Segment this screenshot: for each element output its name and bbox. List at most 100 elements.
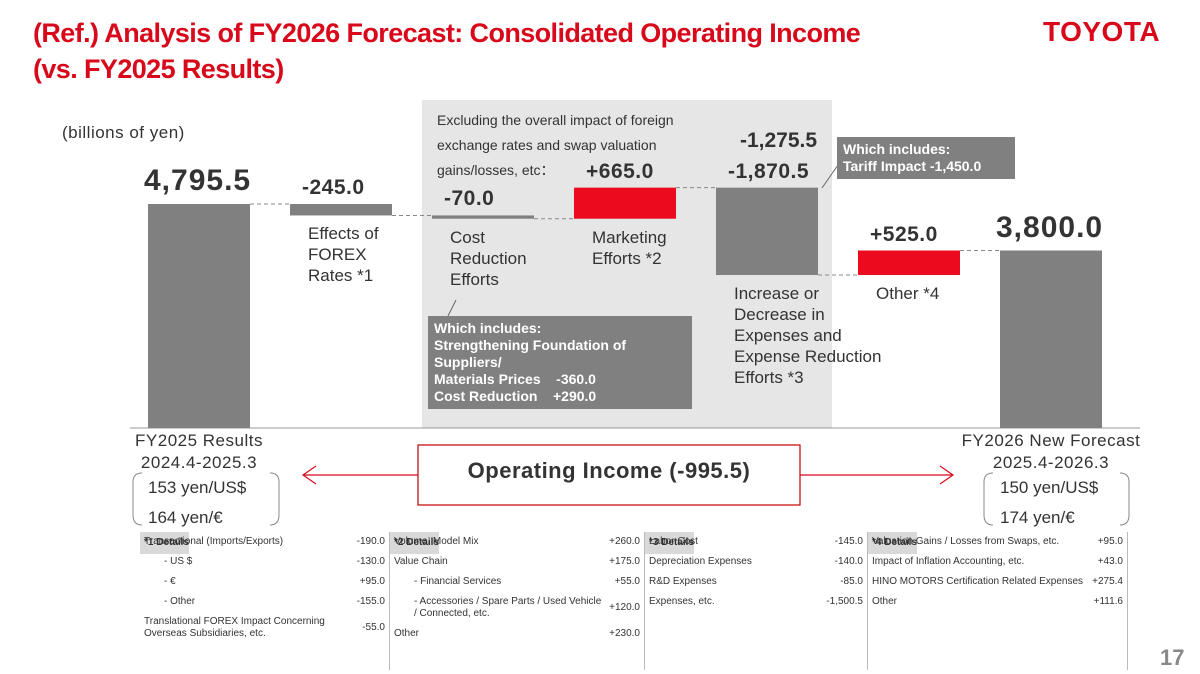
- title: (vs. FY2025 Results): [33, 54, 284, 84]
- rate: 150 yen/US$: [1000, 478, 1099, 497]
- value-label: 3,800.0: [996, 210, 1104, 244]
- details-row: Value Chain +175.0: [390, 552, 644, 572]
- details-value: -130.0: [356, 556, 385, 567]
- details-value: +95.0: [359, 576, 385, 587]
- value-label: +665.0: [586, 159, 654, 183]
- details-label: Translational FOREX Impact Concerning Ov…: [144, 616, 325, 639]
- details-value: +55.0: [614, 576, 640, 587]
- category-label: Effects of FOREX Rates *1: [308, 224, 379, 286]
- details-label: Other: [872, 596, 898, 607]
- details-label: - Financial Services: [414, 576, 502, 587]
- details-value: +175.0: [609, 556, 640, 567]
- details-value: -1,500.5: [826, 596, 863, 607]
- details-value: -140.0: [834, 556, 863, 567]
- details-label: - US $: [164, 556, 193, 567]
- details-value: +230.0: [609, 628, 640, 639]
- details-value: +260.0: [609, 536, 640, 547]
- details-label: - Accessories / Spare Parts / Used Vehic…: [414, 596, 602, 619]
- details-label: Depreciation Expenses: [649, 556, 752, 567]
- value-label: +525.0: [870, 222, 938, 246]
- details-row: - Accessories / Spare Parts / Used Vehic…: [390, 592, 644, 624]
- details-value: +111.6: [1093, 596, 1123, 607]
- callout-text: Materials Prices -360.0: [434, 371, 596, 387]
- details-label: Impact of Inflation Accounting, etc.: [872, 556, 1025, 567]
- callout-text: Strengthening Foundation of Suppliers/: [434, 337, 630, 370]
- details-label: HINO MOTORS Certification Related Expens…: [872, 576, 1084, 587]
- details-label: Other: [394, 628, 420, 639]
- callout-text: Cost Reduction +290.0: [434, 388, 597, 404]
- details-header: *3 Details: [645, 532, 695, 554]
- unit: (billions of yen): [62, 123, 185, 142]
- category-label: Marketing Efforts *2: [592, 227, 667, 268]
- details-row: Other +230.0: [390, 624, 644, 644]
- value-label: 4,795.5: [144, 164, 252, 197]
- callout: Which includes: Strengthening Foundation …: [428, 316, 692, 409]
- callout-line: [821, 164, 839, 189]
- details-value: -155.0: [356, 596, 385, 607]
- details-row: Transactional (Imports/Exports) -190.0: [140, 532, 389, 552]
- callout-text: Which includes:: [843, 141, 951, 157]
- details-value: +43.0: [1097, 556, 1123, 567]
- details-table: *3 Details Labor Cost -145.0 Depreciation E…: [645, 532, 868, 670]
- callout-line: [447, 299, 457, 317]
- details-label: Labor Cost: [649, 536, 698, 547]
- details-row: R&D Expenses -85.0: [645, 572, 867, 592]
- note-value: -1,275.5: [740, 129, 818, 152]
- details-value: +95.0: [1097, 536, 1123, 547]
- category-label: Other *4: [876, 284, 940, 304]
- bracket: [983, 472, 994, 526]
- value-label: -245.0: [302, 176, 365, 199]
- details-row: Impact of Inflation Accounting, etc. +43.…: [868, 552, 1127, 572]
- details-row: Valuation Gains / Losses from Swaps, etc…: [868, 532, 1127, 552]
- details-label: Volume, Model Mix: [394, 536, 479, 547]
- bar: [858, 250, 960, 276]
- bar: [716, 187, 818, 276]
- bar: [1000, 250, 1102, 428]
- details-row: - Other -155.0: [140, 592, 389, 612]
- details-table: *4 Details Valuation Gains / Losses from …: [868, 532, 1128, 670]
- value-label: -1,870.5: [728, 159, 810, 183]
- details-value: -145.0: [834, 536, 863, 547]
- title: (Ref.) Analysis of FY2026 Forecast: Cons…: [33, 18, 861, 48]
- details-header: *2 Details: [390, 532, 440, 554]
- rate: 174 yen/€: [1000, 508, 1075, 527]
- details-label: - Other: [164, 596, 196, 607]
- value-label: -70.0: [444, 187, 495, 211]
- bracket: [269, 472, 280, 526]
- callout-text: Which includes:: [434, 320, 542, 336]
- details-row: Translational FOREX Impact Concerning Ov…: [140, 612, 389, 644]
- details-row: Labor Cost -145.0: [645, 532, 867, 552]
- details-value: -190.0: [356, 536, 385, 547]
- details-header: *1 Details: [140, 532, 190, 554]
- category-label: FY2025 Results: [135, 431, 263, 450]
- details-value: -85.0: [840, 576, 863, 587]
- details-row: - US $ -130.0: [140, 552, 389, 572]
- details-row: Volume, Model Mix +260.0: [390, 532, 644, 552]
- bracket: [1119, 472, 1130, 526]
- callout: Which includes: Tariff Impact -1,450.0: [837, 137, 1015, 179]
- details-table: *2 Details Volume, Model Mix +260.0 Value C…: [390, 532, 645, 670]
- details-table: *1 Details Transactional (Imports/Exports…: [140, 532, 390, 670]
- bracket: [132, 472, 143, 526]
- details-value: +120.0: [609, 602, 640, 613]
- details-label: - €: [164, 576, 176, 587]
- arrow-head: [939, 465, 955, 485]
- details-value: -55.0: [362, 622, 385, 633]
- arrow-head: [301, 465, 317, 485]
- category-label: Increase or Decrease in Expenses and Exp…: [734, 284, 882, 388]
- details-label: Transactional (Imports/Exports): [144, 536, 284, 547]
- details-header: *4 Details: [868, 532, 918, 554]
- details-row: - Financial Services +55.0: [390, 572, 644, 592]
- bar: [148, 204, 250, 428]
- details-label: Valuation Gains / Losses from Swaps, etc…: [872, 536, 1060, 547]
- period: 2025.4-2026.3: [992, 453, 1110, 472]
- details-row: Depreciation Expenses -140.0: [645, 552, 867, 572]
- summary: Operating Income (-995.5): [467, 458, 751, 483]
- details-label: Value Chain: [394, 556, 448, 567]
- category-label: FY2026 New Forecast: [961, 431, 1141, 450]
- details-label: R&D Expenses: [649, 576, 717, 587]
- details-label: Expenses, etc.: [649, 596, 715, 607]
- details-row: HINO MOTORS Certification Related Expens…: [868, 572, 1127, 592]
- callout-text: Tariff Impact -1,450.0: [843, 158, 982, 174]
